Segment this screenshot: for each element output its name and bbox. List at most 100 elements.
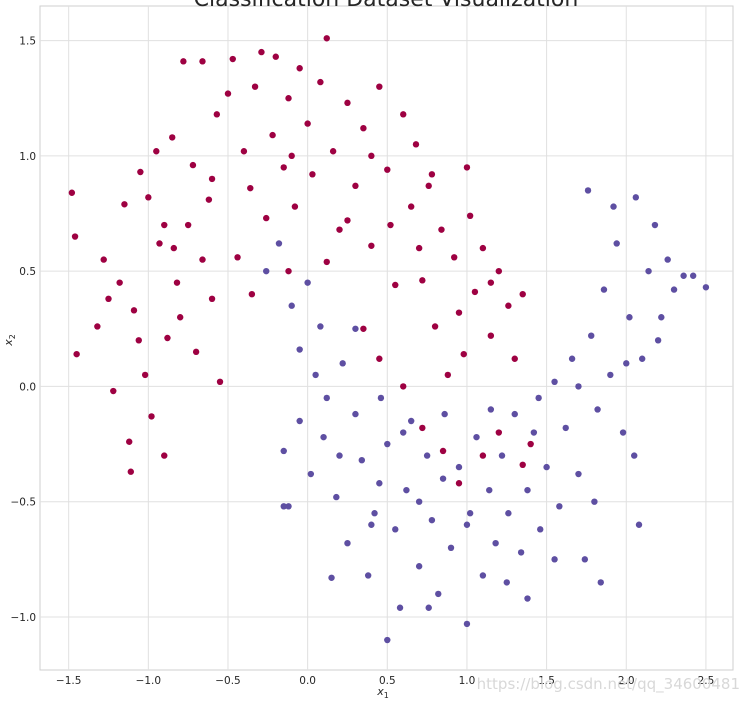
scatter-point [71, 233, 79, 240]
scatter-point [280, 503, 287, 510]
scatter-point [588, 332, 595, 339]
scatter-point [415, 244, 423, 252]
scatter-point [610, 203, 617, 210]
scatter-series-1 [263, 187, 710, 644]
scatter-point [384, 636, 391, 644]
scatter-point [205, 196, 213, 203]
scatter-point [702, 284, 710, 291]
scatter-point [425, 182, 432, 190]
scatter-point [584, 187, 592, 194]
scatter-point [169, 134, 176, 141]
scatter-point [360, 124, 367, 132]
scatter-point [396, 604, 404, 611]
scatter-point [263, 267, 270, 275]
scatter-point [658, 314, 665, 321]
scatter-point [407, 417, 415, 425]
scatter-point [148, 413, 155, 420]
scatter-point [428, 171, 436, 178]
scatter-point [613, 240, 620, 247]
scatter-point [116, 279, 123, 286]
scatter-point [317, 323, 324, 330]
scatter-point [632, 194, 640, 201]
scatter-point [376, 480, 383, 487]
scatter-point [199, 58, 206, 65]
scatter-point [180, 58, 187, 65]
scatter-point [145, 194, 152, 201]
scatter-point [135, 337, 142, 344]
scatter-point [285, 267, 292, 275]
scatter-point [423, 452, 431, 459]
y-tick-label: −1.0 [11, 612, 37, 624]
scatter-point [164, 334, 171, 342]
y-axis-label-main: x [2, 339, 15, 347]
x-axis-label: x1 [376, 685, 389, 700]
scatter-point [368, 242, 375, 249]
scatter-point [288, 152, 295, 160]
scatter-point [296, 346, 303, 353]
scatter-point [317, 78, 324, 86]
y-axis-ticks: −1.0 −0.5 0.0 0.5 1.0 1.5 [11, 36, 37, 624]
scatter-point [333, 493, 340, 501]
scatter-point [419, 277, 426, 284]
scatter-point [556, 503, 563, 510]
scatter-point [296, 417, 303, 425]
scatter-point [208, 175, 216, 183]
scatter-point [670, 286, 678, 293]
scatter-point [364, 572, 372, 579]
scatter-point [487, 332, 495, 339]
scatter-point [161, 221, 168, 229]
scatter-point [323, 35, 330, 42]
y-axis-label-subscript: 2 [8, 334, 17, 339]
scatter-point [272, 53, 279, 60]
scatter-point [339, 360, 346, 367]
scatter-point [320, 433, 327, 441]
scatter-point [631, 452, 638, 459]
scatter-point [161, 452, 168, 459]
scatter-point [251, 83, 259, 90]
scatter-point [376, 355, 383, 362]
scatter-point [562, 424, 569, 432]
scatter-point [403, 486, 410, 494]
scatter-point [415, 563, 423, 570]
scatter-point [344, 99, 351, 107]
scatter-point [387, 221, 394, 229]
scatter-point [73, 350, 80, 358]
scatter-point [208, 295, 216, 303]
y-axis-label: x2 [2, 334, 17, 347]
scatter-point [377, 394, 385, 402]
scatter-point [626, 314, 633, 321]
scatter-point [487, 406, 495, 413]
scatter-point [527, 440, 534, 448]
scatter-point [130, 307, 138, 314]
plot-background [39, 5, 734, 671]
scatter-point [594, 406, 601, 413]
scatter-point [511, 410, 518, 418]
scatter-point [94, 323, 101, 330]
scatter-point [412, 141, 420, 148]
scatter-point [455, 480, 463, 487]
scatter-point [551, 556, 558, 563]
scatter-point [258, 48, 265, 56]
scatter-point [296, 65, 303, 72]
y-tick-label: 0.0 [19, 381, 36, 393]
scatter-points [68, 35, 710, 644]
scatter-point [336, 452, 343, 459]
scatter-point [623, 360, 630, 367]
scatter-point [463, 620, 471, 628]
scatter-point [344, 539, 351, 547]
scatter-point [368, 521, 375, 528]
scatter-point [419, 424, 426, 432]
x-axis-ticks: −1.5 −1.0 −0.5 0.0 0.5 1.0 1.5 2.0 2.5 [56, 675, 714, 687]
scatter-point [400, 429, 407, 436]
scatter-point [428, 516, 436, 524]
scatter-point [455, 309, 463, 316]
scatter-point [105, 295, 112, 303]
scatter-point [121, 201, 128, 208]
scatter-point [654, 337, 662, 344]
scatter-point [137, 168, 144, 176]
x-tick-label: 2.0 [618, 675, 635, 687]
scatter-point [479, 572, 487, 579]
scatter-point [505, 510, 512, 517]
scatter-point [645, 267, 652, 275]
scatter-point [307, 470, 315, 478]
